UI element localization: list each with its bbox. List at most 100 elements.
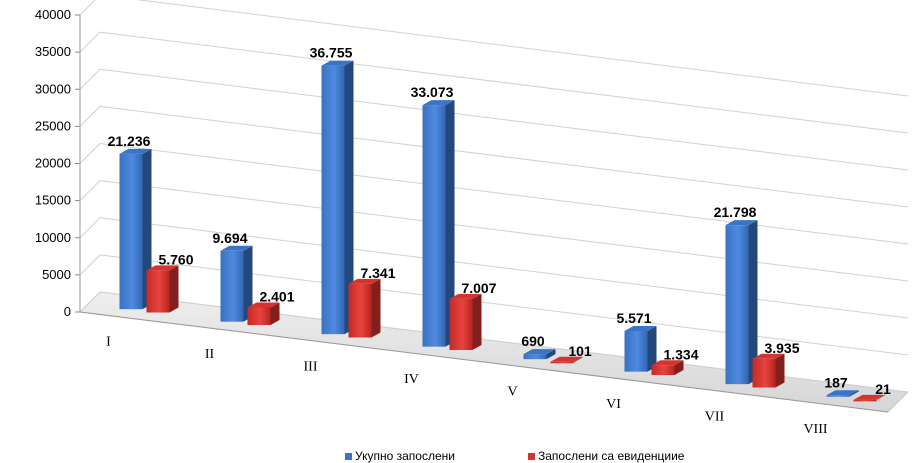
bar-front-face [752,358,776,388]
legend-swatch [528,453,535,460]
gridline [99,143,909,245]
y-tick-label: 30000 [35,81,71,96]
y-tick-label: 0 [64,304,71,319]
gridline-side [79,291,101,313]
data-label: 690 [521,333,545,349]
data-label: 187 [824,374,848,390]
bar-top-face [853,394,886,400]
data-label: 36.755 [310,45,353,61]
x-tick-label: VIII [803,422,827,437]
bar-top-face [550,356,583,362]
bar-front-face [651,365,675,376]
data-label: 2.401 [259,288,294,304]
bar-evidencija [651,360,684,376]
bar-front-face [826,395,850,397]
bar-ukupno [826,390,859,397]
bar-front-face [624,331,648,372]
bar-side-face [849,390,859,397]
bar-top-face [449,293,482,299]
bar-front-face [725,225,749,385]
bar-ukupno [624,326,657,372]
x-tick-label: II [205,347,215,362]
bar-top-face [146,265,179,271]
bar-evidencija [247,302,280,326]
y-tick-label: 20000 [35,156,71,171]
bar-ukupno [220,245,253,322]
bar-front-face [550,361,574,364]
gridline-side [79,180,101,201]
bar-top-face [752,353,785,359]
data-label: 21.236 [108,133,151,149]
y-tick-label: 5000 [42,267,71,282]
gridline [99,31,909,134]
data-label: 5.760 [158,251,193,267]
bar-side-face [647,326,657,372]
bar-evidencija [550,356,583,364]
bar-front-face [523,354,547,360]
bar-side-face [573,356,583,363]
bar-top-face [220,245,253,251]
bar-side-face [270,302,280,326]
gridline-side [79,68,101,90]
gridline-side [79,106,101,127]
bar-front-face [247,307,271,326]
x-tick-label: IV [404,372,419,387]
y-tick-label: 40000 [35,7,71,22]
gridline-side [79,143,101,164]
y-tick-label: 25000 [35,118,71,133]
data-label: 7.007 [461,280,496,296]
data-label: 1.334 [663,346,698,362]
legend: Укупно запослени Запослени са евиденциие [345,449,685,463]
bar-side-face [445,100,455,347]
bar-side-face [546,349,556,360]
x-tick-label: VI [606,397,621,412]
bar-side-face [775,353,785,388]
gridline-side [79,217,101,239]
legend-label: Укупно запослени [355,449,455,463]
bar-ukupno [725,220,758,385]
bar-side-face [674,360,684,376]
data-labels: 21.236 5.760 9.694 2.401 36.755 7.341 33.073 7.… [108,45,891,397]
bar-front-face [146,270,170,313]
bar-evidencija [853,394,886,402]
data-label: 33.073 [411,84,454,100]
x-axis-line [79,311,889,413]
bar-side-face [748,220,758,385]
data-label: 3.935 [764,340,799,356]
bar-top-face [348,278,381,284]
data-label: 7.341 [360,265,395,281]
bar-evidencija [449,293,482,351]
bar-top-face [651,360,684,366]
legend-label: Запослени са евиденциие [538,449,685,463]
data-label: 9.694 [212,230,247,246]
gridlines [78,0,910,413]
bar-side-face [876,394,886,401]
x-tick-label: V [507,384,517,399]
gridline-side [79,31,101,53]
gridline-side [79,0,96,16]
bar-front-face [449,298,473,351]
bar-ukupno [523,349,556,360]
bar-side-face [472,293,482,351]
y-tick-label: 10000 [35,230,71,245]
bar-evidencija [146,265,179,313]
bar-front-face [853,399,877,402]
data-label: 5.571 [616,310,651,326]
gridline [99,180,909,282]
bar-top-face [523,349,556,355]
bar-top-face [725,220,758,226]
x-tick-label: III [304,359,318,374]
gridline [99,105,909,208]
gridline-side [79,254,101,276]
gridline [99,68,909,171]
x-tick-label: I [106,334,111,349]
gridline [99,217,909,319]
bar-top-face [247,302,280,308]
bar-top-face [321,60,354,66]
bar-top-face [624,326,657,332]
bar-side-face [169,265,179,313]
bar-ukupno [321,60,354,335]
bar-side-face [371,278,381,338]
